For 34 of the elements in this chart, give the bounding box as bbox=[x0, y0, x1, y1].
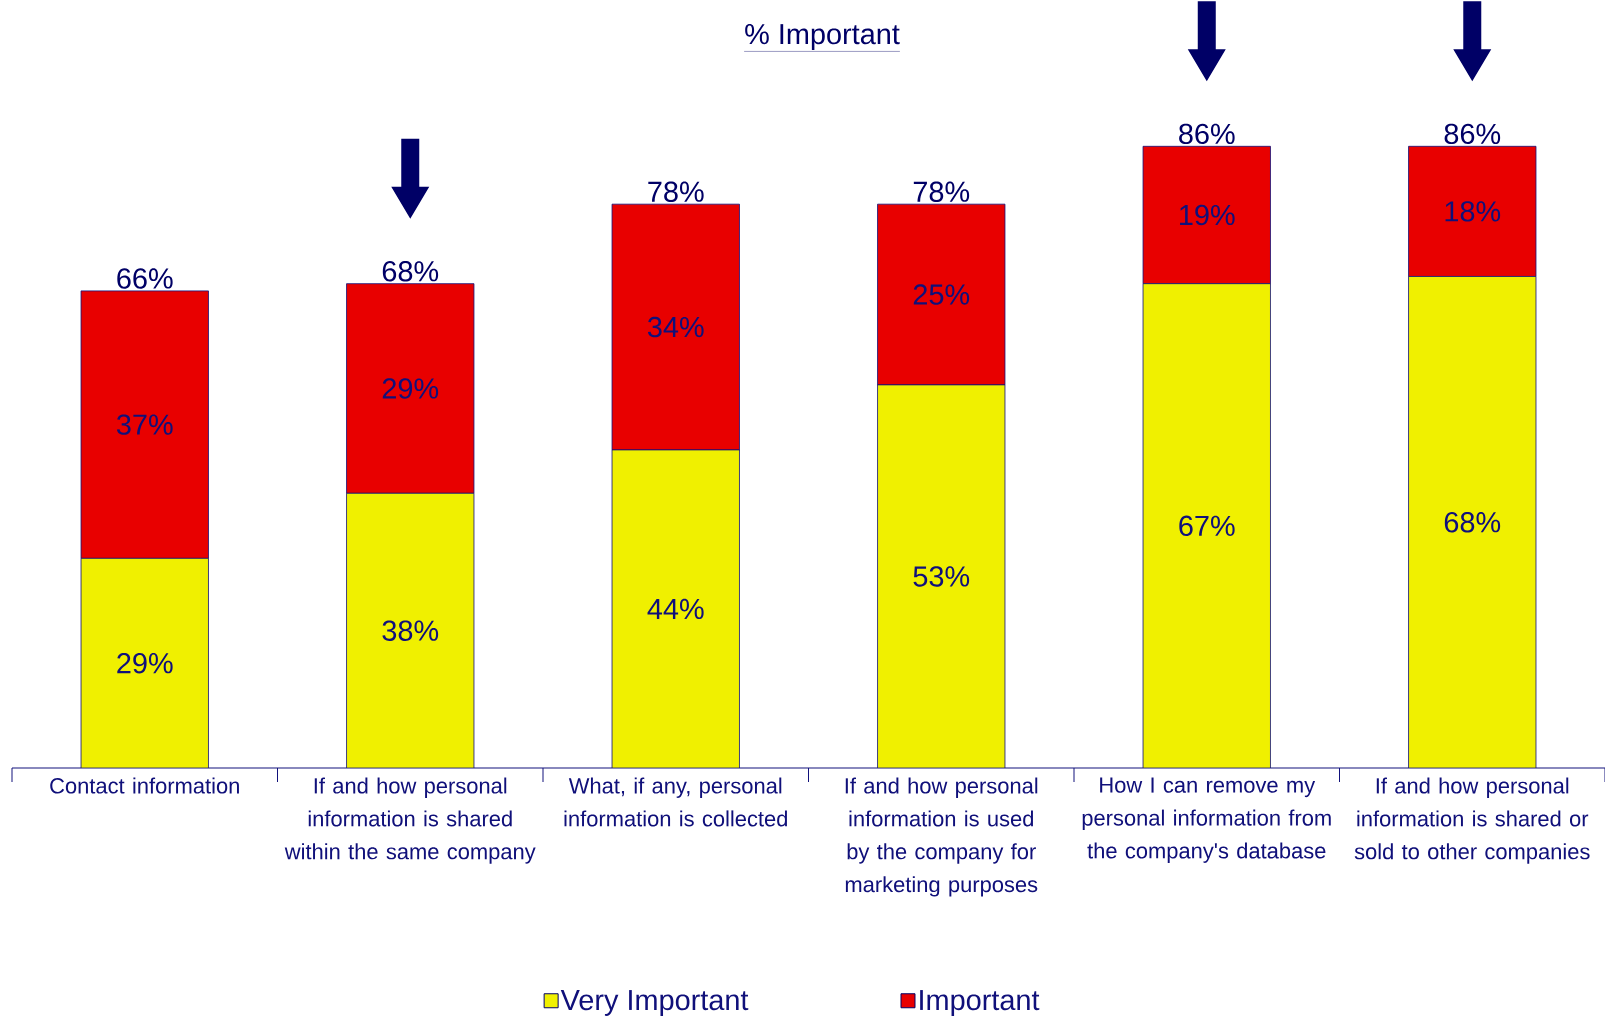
data-label: 25% bbox=[913, 284, 970, 305]
total-label: 86% bbox=[1444, 123, 1501, 145]
total-label: 68% bbox=[382, 261, 439, 282]
data-label: 29% bbox=[382, 378, 439, 399]
bar bbox=[1408, 276, 1537, 768]
data-label: 34% bbox=[647, 316, 704, 338]
chart-title: % Important bbox=[745, 23, 900, 51]
bar bbox=[877, 384, 1005, 768]
x-tick-label: What, if any, personal information is collected bbox=[564, 777, 787, 827]
total-label: 78% bbox=[648, 181, 704, 202]
data-label: 53% bbox=[913, 566, 970, 587]
x-tick-label: If and how personal information is shared or sold to other companies bbox=[1354, 777, 1590, 864]
total-label: 66% bbox=[117, 268, 173, 289]
bar bbox=[1143, 283, 1271, 768]
data-label: 44% bbox=[647, 598, 704, 620]
x-tick-label: How I can remove my personal information from the company's database bbox=[1082, 777, 1331, 863]
bar bbox=[81, 558, 209, 768]
data-label: 19% bbox=[1180, 204, 1235, 226]
total-label: 78% bbox=[913, 181, 970, 202]
bar bbox=[612, 449, 740, 768]
data-label: 18% bbox=[1445, 201, 1501, 222]
data-label: 68% bbox=[1444, 511, 1501, 533]
x-tick-label: If and how personal information is shared within the same company bbox=[284, 777, 536, 864]
x-tick-label: If and how personal information is used by the company for marketing purposes bbox=[845, 777, 1038, 897]
data-label: 29% bbox=[117, 652, 173, 674]
bar bbox=[346, 283, 475, 494]
data-label: 38% bbox=[382, 620, 439, 641]
legend-label: Very Important bbox=[560, 990, 749, 1016]
data-label: 37% bbox=[116, 414, 173, 435]
x-tick-label: Contact information bbox=[50, 777, 239, 794]
total-label: 86% bbox=[1179, 123, 1235, 145]
data-label: 67% bbox=[1179, 515, 1235, 537]
bar bbox=[346, 493, 474, 768]
legend-label: Important bbox=[920, 990, 1040, 1016]
